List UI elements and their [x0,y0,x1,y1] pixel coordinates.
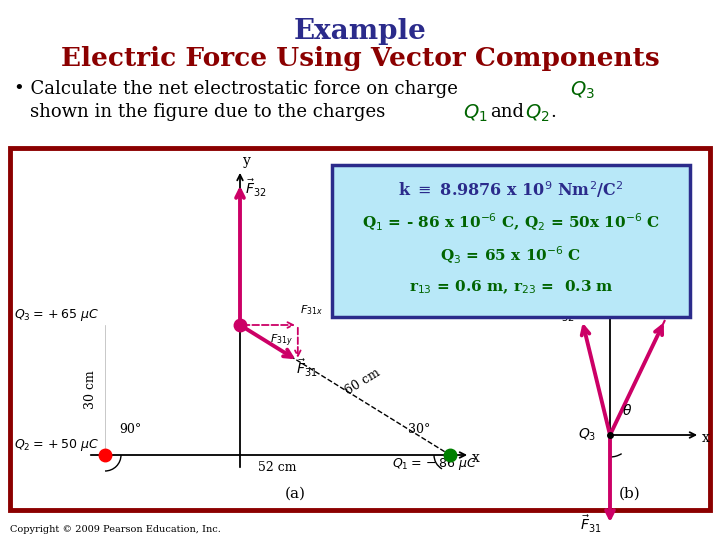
Text: Electric Force Using Vector Components: Electric Force Using Vector Components [60,46,660,71]
Text: 90°: 90° [119,423,141,436]
Text: shown in the figure due to the charges: shown in the figure due to the charges [30,103,385,121]
Text: y: y [243,154,251,168]
Text: k $\equiv$ 8.9876 x 10$^9$ Nm$^2$/C$^2$: k $\equiv$ 8.9876 x 10$^9$ Nm$^2$/C$^2$ [398,179,624,200]
Text: $\vec{F}$: $\vec{F}$ [669,300,680,321]
Text: $Q_2$: $Q_2$ [525,103,549,124]
Text: $Q_3$: $Q_3$ [570,80,595,102]
Text: 30°: 30° [408,423,431,436]
Text: $Q_1$: $Q_1$ [463,103,487,124]
Text: $Q_3$: $Q_3$ [578,427,596,443]
Text: Copyright © 2009 Pearson Education, Inc.: Copyright © 2009 Pearson Education, Inc. [10,525,221,534]
Text: $\vec{F}_{31}$: $\vec{F}_{31}$ [580,515,601,535]
Text: $\vec{F}_{32}$: $\vec{F}_{32}$ [245,178,266,199]
Text: Q$_1$ = - 86 x 10$^{-6}$ C, Q$_2$ = 50x 10$^{-6}$ C: Q$_1$ = - 86 x 10$^{-6}$ C, Q$_2$ = 50x … [362,212,660,233]
Text: and: and [490,103,524,121]
Text: $F_{31y}$: $F_{31y}$ [270,332,293,349]
Text: $Q_2 = +50\ \mu C$: $Q_2 = +50\ \mu C$ [14,437,99,453]
Text: (a): (a) [284,487,305,501]
Text: (b): (b) [619,487,641,501]
Text: $\vec{F}_{31}$: $\vec{F}_{31}$ [296,358,318,379]
Text: $Q_1 = -86\ \mu C$: $Q_1 = -86\ \mu C$ [392,456,477,472]
Text: 52 cm: 52 cm [258,461,297,474]
Text: $\theta$: $\theta$ [622,403,632,418]
FancyBboxPatch shape [332,165,690,317]
Text: 30 cm: 30 cm [84,370,97,409]
Text: .: . [550,103,556,121]
Text: $Q_3 = +65\ \mu C$: $Q_3 = +65\ \mu C$ [14,307,99,323]
Text: x: x [472,451,480,465]
Text: 60 cm: 60 cm [343,367,383,398]
Text: Example: Example [294,18,426,45]
Text: Q$_3$ = 65 x 10$^{-6}$ C: Q$_3$ = 65 x 10$^{-6}$ C [441,245,582,266]
Text: y: y [598,282,606,296]
Text: $\mathbf{F}_{32}$: $\mathbf{F}_{32}$ [552,308,575,325]
FancyBboxPatch shape [10,148,710,510]
Text: • Calculate the net electrostatic force on charge: • Calculate the net electrostatic force … [14,80,458,98]
Text: x: x [702,431,710,445]
Text: $F_{31x}$: $F_{31x}$ [300,303,323,317]
Text: r$_{13}$ = 0.6 m, r$_{23}$ =  0.3 m: r$_{13}$ = 0.6 m, r$_{23}$ = 0.3 m [408,278,613,295]
